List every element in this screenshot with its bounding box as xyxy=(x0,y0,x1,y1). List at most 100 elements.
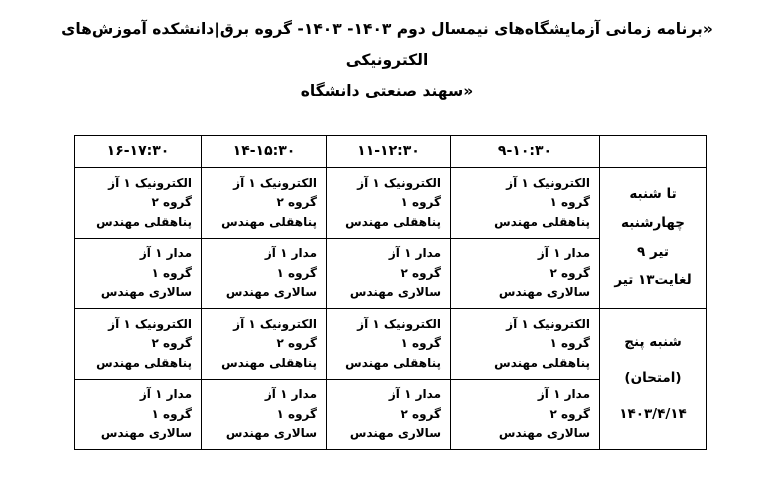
title-line-1: «برنامه زمانی آزمایشگاه‌های نیمسال دوم ۱… xyxy=(61,20,713,69)
instructor-name: مهندس‎ پناهقلی xyxy=(96,214,192,229)
group-label: گروه ۱ xyxy=(276,265,318,280)
instructor-name: مهندس‎ سالاری xyxy=(349,426,441,441)
instructor-name: مهندس‎ سالاری xyxy=(225,285,317,300)
day-cell-sat-wed: شنبه‎ تا چهارشنبه ۹ تیر لغایت۱۳ تیر xyxy=(599,167,707,309)
course-name: آز‎ الکترونیک ۱ xyxy=(233,316,317,331)
lab-session: آز‎ الکترونیک ۱ گروه ۱ مهندس‎ پناهقلی xyxy=(327,168,450,237)
lab-session: آز‎ مدار ۱ گروه ۲ مهندس‎ سالاری xyxy=(327,380,450,449)
group-label: گروه ۲ xyxy=(151,195,193,210)
schedule-cell: آز‎ مدار ۱ گروه ۱ مهندس‎ سالاری xyxy=(201,237,327,309)
group-label: گروه ۱ xyxy=(276,406,318,421)
day-line: پنج‎ شنبه xyxy=(624,334,682,351)
instructor-name: مهندس‎ سالاری xyxy=(100,285,192,300)
course-name: آز‎ مدار ۱ xyxy=(388,246,441,261)
instructor-name: مهندس‎ سالاری xyxy=(100,426,192,441)
lab-session: آز‎ الکترونیک ۱ گروه ۱ مهندس‎ پناهقلی xyxy=(451,168,599,237)
schedule-cell: آز‎ الکترونیک ۱ گروه ۱ مهندس‎ پناهقلی xyxy=(326,167,451,239)
group-label: گروه ۲ xyxy=(400,265,442,280)
instructor-name: مهندس‎ سالاری xyxy=(349,285,441,300)
header-row: ۹-۱۰:۳۰ ۱۱-۱۲:۳۰ ۱۴-۱۵:۳۰ ۱۶-۱۷:۳۰ xyxy=(74,135,707,168)
lab-session: آز‎ الکترونیک ۱ گروه ۲ مهندس‎ پناهقلی xyxy=(75,309,201,378)
lab-session: آز‎ مدار ۱ گروه ۱ مهندس‎ سالاری xyxy=(202,380,326,449)
schedule-cell: آز‎ مدار ۱ گروه ۱ مهندس‎ سالاری xyxy=(74,237,202,309)
group-label: گروه ۱ xyxy=(400,336,442,351)
table-row: پنج‎ شنبه (امتحان) ۱۴۰۳/۴/۱۴ آز‎ الکترون… xyxy=(74,308,707,450)
schedule-cell: آز‎ الکترونیک ۱ گروه ۲ مهندس‎ پناهقلی xyxy=(201,167,327,239)
group-label: گروه ۱ xyxy=(400,195,442,210)
course-name: آز‎ مدار ۱ xyxy=(139,246,192,261)
schedule-cell: آز‎ الکترونیک ۱ گروه ۱ مهندس‎ پناهقلی xyxy=(450,308,600,380)
instructor-name: مهندس‎ سالاری xyxy=(225,426,317,441)
lab-session: آز‎ الکترونیک ۱ گروه ۱ مهندس‎ پناهقلی xyxy=(451,309,599,378)
instructor-name: مهندس‎ پناهقلی xyxy=(494,214,590,229)
group-label: گروه ۲ xyxy=(151,336,193,351)
schedule-cell: آز‎ مدار ۱ گروه ۲ مهندس‎ سالاری xyxy=(450,237,600,309)
lab-session: آز‎ مدار ۱ گروه ۱ مهندس‎ سالاری xyxy=(202,239,326,308)
schedule-cell: آز‎ مدار ۱ گروه ۲ مهندس‎ سالاری xyxy=(326,237,451,309)
day-block-thursday-exam: پنج‎ شنبه (امتحان) ۱۴۰۳/۴/۱۴ xyxy=(600,309,706,449)
course-name: آز‎ الکترونیک ۱ xyxy=(506,175,590,190)
time-header-cell: ۹-۱۰:۳۰ xyxy=(450,135,600,168)
course-name: آز‎ الکترونیک ۱ xyxy=(357,316,441,331)
instructor-name: مهندس‎ پناهقلی xyxy=(345,355,441,370)
day-line: چهارشنبه xyxy=(621,214,685,231)
time-header-cell: ۱۱-۱۲:۳۰ xyxy=(326,135,451,168)
schedule-cell: آز‎ الکترونیک ۱ گروه ۲ مهندس‎ پناهقلی xyxy=(74,167,202,239)
group-label: گروه ۲ xyxy=(549,406,591,421)
course-name: آز‎ مدار ۱ xyxy=(388,387,441,402)
instructor-name: مهندس‎ پناهقلی xyxy=(494,355,590,370)
schedule-table: ۹-۱۰:۳۰ ۱۱-۱۲:۳۰ ۱۴-۱۵:۳۰ ۱۶-۱۷:۳۰ شنبه‎… xyxy=(74,135,707,450)
group-label: گروه ۱ xyxy=(549,195,591,210)
time-header-cell: ۱۶-۱۷:۳۰ xyxy=(74,135,202,168)
schedule-cell: آز‎ مدار ۱ گروه ۲ مهندس‎ سالاری xyxy=(450,378,600,450)
day-line: (امتحان) xyxy=(624,370,682,387)
lab-session: آز‎ مدار ۱ گروه ۲ مهندس‎ سالاری xyxy=(451,380,599,449)
instructor-name: مهندس‎ پناهقلی xyxy=(221,355,317,370)
lab-session: آز‎ مدار ۱ گروه ۲ مهندس‎ سالاری xyxy=(451,239,599,308)
schedule-cell: آز‎ مدار ۱ گروه ۲ مهندس‎ سالاری xyxy=(326,378,451,450)
lab-session: آز‎ مدار ۱ گروه ۱ مهندس‎ سالاری xyxy=(75,380,201,449)
schedule-cell: آز‎ مدار ۱ گروه ۱ مهندس‎ سالاری xyxy=(201,378,327,450)
lab-session: آز‎ الکترونیک ۱ گروه ۲ مهندس‎ پناهقلی xyxy=(75,168,201,237)
lab-session: آز‎ مدار ۱ گروه ۱ مهندس‎ سالاری xyxy=(75,239,201,308)
day-block-sat-wed: شنبه‎ تا چهارشنبه ۹ تیر لغایت۱۳ تیر xyxy=(600,168,706,308)
document-title: «برنامه زمانی آزمایشگاه‌های نیمسال دوم ۱… xyxy=(20,14,754,107)
time-header-9-1030: ۹-۱۰:۳۰ xyxy=(497,143,553,159)
day-line: ۹ تیر xyxy=(637,243,669,260)
schedule-cell: آز‎ مدار ۱ گروه ۱ مهندس‎ سالاری xyxy=(74,378,202,450)
title-line-2: دانشگاه‎ صنعتی‎ سهند» xyxy=(300,82,474,100)
schedule-table-container: ۹-۱۰:۳۰ ۱۱-۱۲:۳۰ ۱۴-۱۵:۳۰ ۱۶-۱۷:۳۰ شنبه‎… xyxy=(74,135,707,450)
lab-session: آز‎ الکترونیک ۱ گروه ۲ مهندس‎ پناهقلی xyxy=(202,168,326,237)
instructor-name: مهندس‎ سالاری xyxy=(498,285,590,300)
course-name: آز‎ مدار ۱ xyxy=(537,387,590,402)
time-header-16-1730: ۱۶-۱۷:۳۰ xyxy=(106,143,170,159)
course-name: آز‎ مدار ۱ xyxy=(139,387,192,402)
lab-session: آز‎ مدار ۱ گروه ۲ مهندس‎ سالاری xyxy=(327,239,450,308)
course-name: آز‎ الکترونیک ۱ xyxy=(506,316,590,331)
course-name: آز‎ مدار ۱ xyxy=(264,246,317,261)
schedule-cell: آز‎ الکترونیک ۱ گروه ۱ مهندس‎ پناهقلی xyxy=(450,167,600,239)
group-label: گروه ۲ xyxy=(276,336,318,351)
group-label: گروه ۱ xyxy=(549,336,591,351)
time-header-11-1230: ۱۱-۱۲:۳۰ xyxy=(357,143,420,159)
time-header-cell: ۱۴-۱۵:۳۰ xyxy=(201,135,327,168)
day-header-cell xyxy=(599,135,707,168)
day-line: شنبه‎ تا xyxy=(629,186,677,203)
group-label: گروه ۲ xyxy=(549,265,591,280)
instructor-name: مهندس‎ پناهقلی xyxy=(221,214,317,229)
day-header-empty xyxy=(600,136,706,167)
instructor-name: مهندس‎ سالاری xyxy=(498,426,590,441)
schedule-cell: آز‎ الکترونیک ۱ گروه ۱ مهندس‎ پناهقلی xyxy=(326,308,451,380)
course-name: آز‎ الکترونیک ۱ xyxy=(108,316,192,331)
exam-date: ۱۴۰۳/۴/۱۴ xyxy=(619,406,687,423)
group-label: گروه ۲ xyxy=(276,195,318,210)
lab-session: آز‎ الکترونیک ۱ گروه ۲ مهندس‎ پناهقلی xyxy=(202,309,326,378)
instructor-name: مهندس‎ پناهقلی xyxy=(345,214,441,229)
table-row: شنبه‎ تا چهارشنبه ۹ تیر لغایت۱۳ تیر آز‎ … xyxy=(74,167,707,309)
instructor-name: مهندس‎ پناهقلی xyxy=(96,355,192,370)
course-name: آز‎ مدار ۱ xyxy=(264,387,317,402)
schedule-cell: آز‎ الکترونیک ۱ گروه ۲ مهندس‎ پناهقلی xyxy=(201,308,327,380)
group-label: گروه ۱ xyxy=(151,265,193,280)
lab-session: آز‎ الکترونیک ۱ گروه ۱ مهندس‎ پناهقلی xyxy=(327,309,450,378)
course-name: آز‎ الکترونیک ۱ xyxy=(233,175,317,190)
